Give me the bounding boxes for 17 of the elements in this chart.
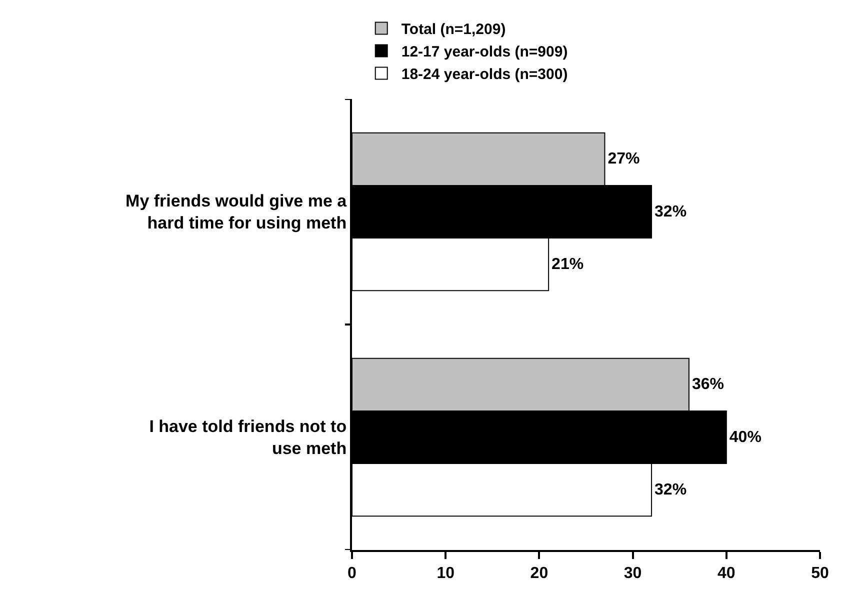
x-tick-label: 40 bbox=[718, 565, 736, 582]
y-tick-label: My friends would give me a hard time for using meth bbox=[126, 192, 348, 233]
data-label: 27% bbox=[608, 150, 640, 168]
x-tick-label: 20 bbox=[530, 565, 548, 582]
x-tick-label: 30 bbox=[624, 565, 642, 582]
data-label: 40% bbox=[729, 428, 762, 446]
data-label: 21% bbox=[552, 256, 584, 273]
legend-label: 18-24 year-olds (n=300) bbox=[401, 66, 568, 84]
legend-label: Total (n=1,209) bbox=[401, 21, 506, 38]
data-label: 32% bbox=[654, 203, 687, 220]
x-tick-label: 50 bbox=[811, 565, 829, 582]
x-tick-label: 10 bbox=[436, 565, 455, 582]
y-tick-label: I have told friends not to use meth bbox=[149, 417, 347, 458]
x-tick-label: 0 bbox=[348, 565, 357, 582]
data-label: 32% bbox=[654, 481, 687, 498]
legend-label: 12-17 year-olds (n=909) bbox=[401, 44, 568, 61]
data-label: 36% bbox=[692, 376, 724, 394]
